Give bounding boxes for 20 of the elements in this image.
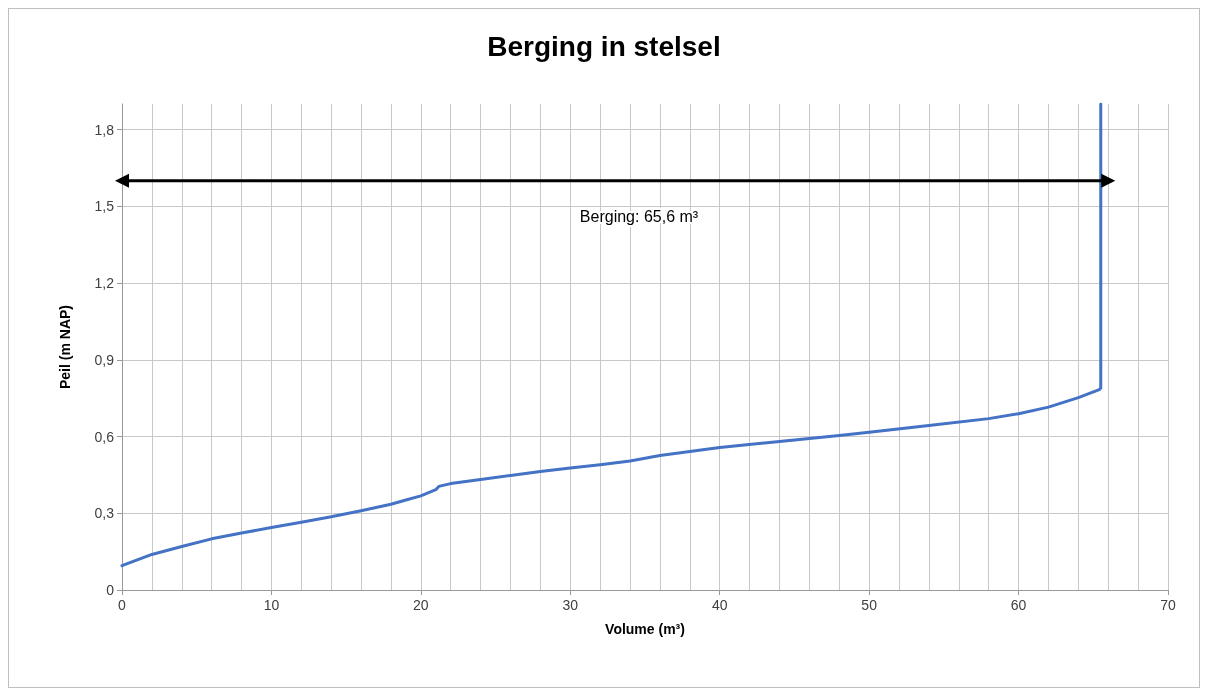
y-tick-label: 0 (106, 582, 115, 598)
annotation: Berging: 65,6 m³ (579, 207, 699, 225)
x-tick-label: 40 (711, 597, 728, 613)
line-series (120, 102, 1103, 568)
x-tick-label: 0 (118, 597, 127, 613)
y-tick-label: 1,8 (94, 121, 115, 138)
x-axis-title: Volume (m³) (605, 621, 685, 637)
y-tick-label: 0,3 (94, 505, 115, 522)
y-tick-label: 0,9 (94, 351, 115, 368)
x-tick-label: 70 (1160, 597, 1176, 613)
y-axis-title: Peil (m NAP) (57, 304, 73, 390)
chart-title: Berging in stelsel (487, 30, 721, 62)
x-tick-label: 50 (861, 597, 878, 613)
x-tick-label: 20 (413, 597, 429, 613)
x-tick-label: 10 (263, 597, 280, 613)
x-tick-label: 60 (1010, 597, 1027, 613)
y-tick-label: 1,2 (94, 275, 115, 292)
y-tick-label: 1,5 (94, 198, 115, 215)
y-tick-label: 0,6 (94, 428, 115, 445)
x-tick-label: 30 (562, 597, 579, 613)
